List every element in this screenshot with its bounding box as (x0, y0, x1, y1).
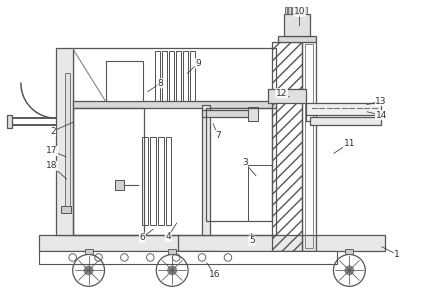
Bar (73, 108, 144, 235)
Text: 13: 13 (375, 97, 387, 106)
Text: 17: 17 (46, 146, 58, 156)
Bar (284, 14, 310, 35)
Bar (298, 7, 300, 14)
Bar (206, 108, 272, 221)
Text: 9: 9 (195, 59, 201, 68)
Bar (155, 52, 161, 101)
Text: 18: 18 (46, 161, 58, 171)
Bar (56, 48, 73, 235)
Bar (302, 7, 304, 14)
Circle shape (345, 266, 354, 275)
Text: 12: 12 (276, 89, 288, 98)
Text: 2: 2 (50, 127, 55, 136)
Text: 5: 5 (249, 236, 255, 245)
Bar (150, 137, 156, 225)
Bar (176, 52, 181, 101)
Bar (202, 110, 257, 117)
Bar (272, 42, 302, 251)
Bar (295, 7, 297, 14)
Text: 1: 1 (394, 250, 400, 259)
Text: 10: 10 (294, 7, 305, 16)
Bar (168, 248, 176, 255)
Bar (39, 235, 385, 251)
Bar (302, 42, 316, 251)
Bar (73, 48, 276, 235)
Bar (305, 45, 313, 248)
Text: 16: 16 (209, 270, 221, 279)
Bar (285, 7, 288, 14)
Bar (305, 103, 381, 115)
Bar (115, 180, 124, 190)
Bar (158, 137, 164, 225)
Bar (39, 251, 337, 265)
Text: 14: 14 (375, 111, 387, 120)
Bar (305, 7, 307, 14)
Bar (190, 52, 195, 101)
Bar (142, 137, 148, 225)
Bar (183, 52, 188, 101)
Bar (7, 115, 12, 128)
Bar (268, 89, 305, 103)
Text: 6: 6 (139, 233, 145, 242)
Bar (345, 248, 353, 255)
Circle shape (84, 266, 93, 275)
Bar (73, 101, 276, 108)
Bar (65, 73, 70, 208)
Bar (166, 137, 171, 225)
Bar (248, 107, 258, 121)
Text: 3: 3 (242, 159, 248, 167)
Bar (202, 105, 210, 235)
Bar (292, 7, 294, 14)
Text: 11: 11 (344, 139, 355, 147)
Text: 7: 7 (215, 131, 221, 139)
Bar (85, 248, 92, 255)
Bar (169, 52, 174, 101)
Bar (288, 7, 291, 14)
Text: 4: 4 (165, 232, 171, 241)
Bar (106, 62, 143, 101)
Bar (310, 117, 381, 125)
Circle shape (168, 266, 177, 275)
Bar (61, 206, 71, 213)
Text: 8: 8 (157, 79, 163, 88)
Bar (162, 52, 167, 101)
Bar (278, 35, 316, 42)
